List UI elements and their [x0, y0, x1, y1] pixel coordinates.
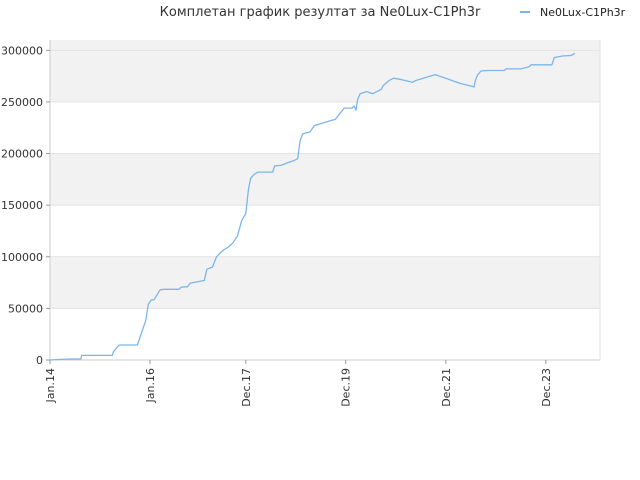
x-axis-ticks: Jan.14 Jan.16 Dec.17 Dec.19 Dec.21 Dec.23	[44, 360, 553, 407]
y-tick-label: 50000	[8, 302, 43, 315]
series-line	[49, 52, 576, 361]
y-tick-label: 0	[36, 354, 43, 367]
series-group	[49, 52, 576, 361]
legend-label: Ne0Lux-C1Ph3r	[540, 6, 626, 19]
y-tick-label: 250000	[1, 96, 43, 109]
x-tick-label: Jan.16	[144, 368, 157, 403]
axes	[49, 40, 601, 361]
y-tick-label: 300000	[1, 44, 43, 57]
y-tick-label: 150000	[1, 199, 43, 212]
y-axis-ticks: 0 50000 100000 150000 200000 250000 300000	[1, 44, 50, 367]
plot-band	[50, 50, 600, 102]
x-tick-label: Dec.21	[440, 368, 453, 407]
y-tick-label: 100000	[1, 251, 43, 264]
x-tick-label: Dec.19	[340, 368, 353, 407]
plot-band	[50, 256, 600, 309]
chart-title: Комплетан график резултат за Ne0Lux-C1Ph…	[160, 5, 481, 20]
plot-bands	[50, 40, 600, 360]
plot-band	[50, 153, 600, 206]
x-tick-label: Dec.23	[540, 368, 553, 407]
y-tick-label: 200000	[1, 148, 43, 161]
x-tick-label: Jan.14	[44, 368, 57, 403]
legend: Ne0Lux-C1Ph3r	[520, 6, 626, 19]
plot-band	[50, 40, 600, 51]
x-tick-label: Dec.17	[240, 368, 253, 407]
